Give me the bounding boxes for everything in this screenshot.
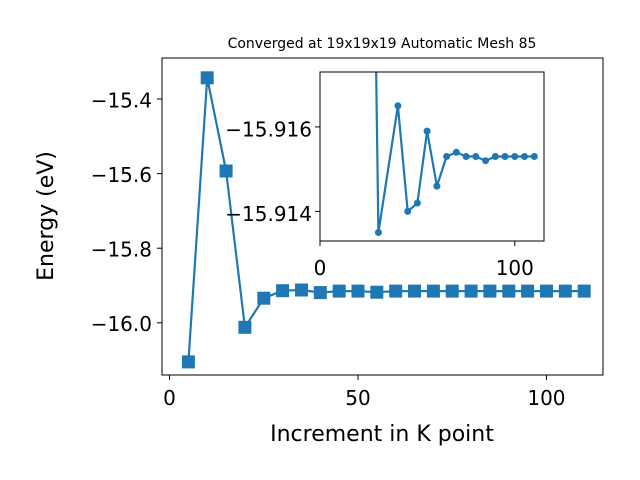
- main-data-point: [502, 284, 516, 298]
- main-y-tick-label: −15.8: [91, 237, 152, 261]
- inset-data-point: [443, 153, 451, 160]
- main-data-point: [370, 285, 384, 299]
- main-chart: Converged at 19x19x19 Automatic Mesh 85 …: [34, 36, 604, 447]
- inset-series: [374, 72, 538, 236]
- inset-data-point: [404, 207, 412, 215]
- main-data-point: [219, 164, 233, 178]
- inset-data-point: [482, 157, 490, 165]
- main-data-point: [257, 291, 271, 305]
- main-data-point: [445, 284, 459, 298]
- main-data-point: [540, 284, 553, 298]
- inset-plot-frame: [319, 71, 545, 242]
- main-data-point: [483, 284, 497, 298]
- main-series-line: [187, 76, 585, 362]
- main-x-tick-label: 0: [163, 386, 176, 410]
- main-y-tick-label: −15.6: [91, 163, 152, 187]
- inset-data-point: [374, 229, 382, 236]
- inset-data-point: [423, 127, 431, 135]
- inset-data-point: [521, 153, 528, 160]
- main-data-point: [276, 284, 290, 298]
- inset-data-point: [501, 153, 509, 160]
- main-data-point: [521, 284, 535, 298]
- inset-data-point: [530, 153, 538, 160]
- inset-y-tick-label: −15.916: [225, 117, 312, 141]
- inset-data-point: [433, 182, 441, 190]
- inset-x-tick-label: 0: [314, 256, 327, 280]
- main-data-point: [295, 283, 308, 297]
- main-data-point: [200, 71, 214, 85]
- main-x-tick-label: 50: [345, 386, 370, 410]
- inset-y-tick-label: −15.914: [225, 202, 312, 226]
- main-data-point: [426, 284, 440, 298]
- inset-data-point: [511, 153, 519, 160]
- main-data-point: [558, 284, 572, 298]
- main-plot-frame: [161, 57, 604, 376]
- main-y-tick-label: −15.4: [91, 88, 152, 112]
- main-data-point: [408, 284, 421, 298]
- inset-data-point: [462, 153, 470, 160]
- main-data-point: [313, 286, 327, 300]
- inset-x-tick-label: 100: [496, 256, 534, 280]
- main-ticks: 0 50 100 −15.4 −15.6 −15.8 −16.0: [91, 88, 566, 410]
- main-data-point: [464, 284, 478, 298]
- main-chart-title: Converged at 19x19x19 Automatic Mesh 85: [228, 36, 537, 52]
- main-x-tick-label: 100: [527, 386, 565, 410]
- main-data-point: [332, 284, 346, 298]
- main-data-point: [238, 320, 252, 334]
- inset-data-point: [452, 148, 460, 156]
- main-y-axis-label: Energy (eV): [34, 151, 59, 281]
- inset-data-point: [491, 153, 499, 160]
- inset-series-clip: [374, 72, 538, 236]
- inset-data-point: [413, 199, 421, 207]
- main-data-point: [577, 284, 591, 298]
- inset-data-point: [472, 153, 480, 160]
- main-data-point: [389, 284, 403, 298]
- main-y-tick-label: −16.0: [91, 312, 152, 336]
- inset-ticks: 0 100 −15.916 −15.914: [225, 117, 534, 280]
- main-x-axis-label: Increment in K point: [270, 422, 494, 447]
- inset-chart: 0 100 −15.916 −15.914: [225, 71, 545, 280]
- main-data-point: [351, 284, 365, 298]
- inset-data-point: [394, 102, 402, 110]
- main-data-point: [181, 355, 195, 369]
- main-series: [181, 71, 591, 369]
